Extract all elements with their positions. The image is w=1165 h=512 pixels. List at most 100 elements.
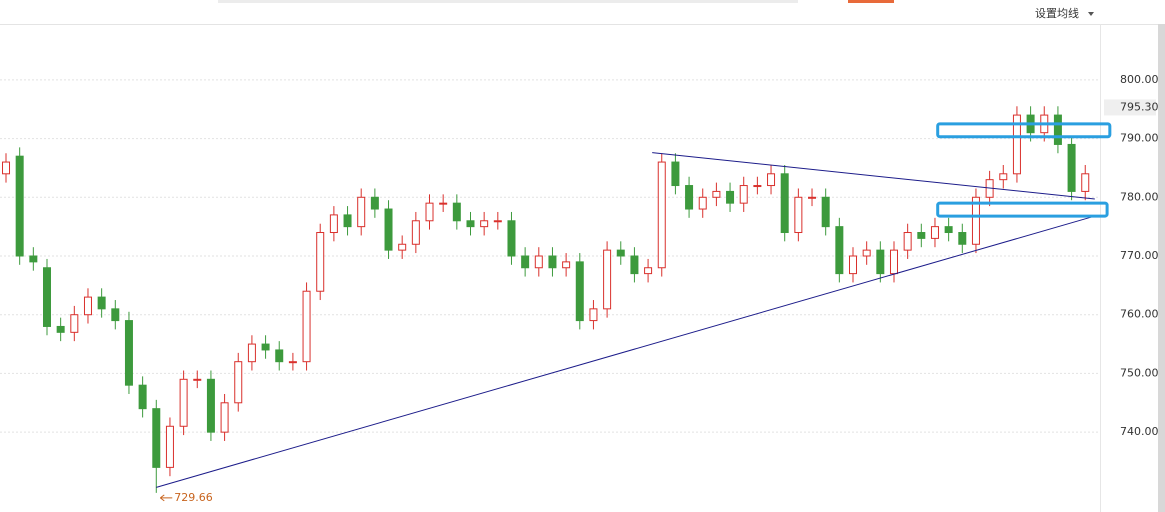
candle-body bbox=[726, 190, 735, 204]
candle-body bbox=[247, 343, 256, 363]
candle-body bbox=[849, 255, 858, 275]
candle-body bbox=[70, 314, 79, 333]
candle-body bbox=[384, 208, 393, 251]
candle-body bbox=[712, 190, 721, 198]
candle-body bbox=[83, 296, 92, 316]
candle-body bbox=[398, 243, 407, 251]
candle-body bbox=[889, 249, 898, 275]
y-tick-label: 740.00 bbox=[1120, 425, 1159, 438]
candle-body bbox=[739, 185, 748, 204]
candle-body bbox=[1053, 114, 1062, 145]
candle-body bbox=[958, 232, 967, 245]
candle-body bbox=[343, 214, 352, 228]
top-tab bbox=[218, 0, 798, 3]
candle-body bbox=[603, 249, 612, 310]
candle-body bbox=[411, 220, 420, 245]
candle-body bbox=[521, 255, 530, 269]
scrollbar bbox=[1158, 24, 1165, 512]
low-arrow bbox=[159, 494, 173, 502]
top-tab-active bbox=[848, 0, 894, 3]
candle-body bbox=[152, 408, 161, 468]
candle-body bbox=[370, 196, 379, 210]
y-tick-label: 780.00 bbox=[1120, 190, 1159, 203]
candle-body bbox=[124, 320, 133, 386]
candle-body bbox=[493, 220, 502, 223]
candle-body bbox=[575, 261, 584, 322]
candle-body bbox=[261, 343, 270, 351]
candle-body bbox=[165, 425, 174, 468]
candle-body bbox=[97, 296, 106, 310]
candle-body bbox=[903, 232, 912, 251]
last-price-bg bbox=[1104, 99, 1156, 116]
candle-body bbox=[780, 173, 789, 234]
candle-body bbox=[562, 261, 571, 269]
candle-body bbox=[794, 196, 803, 234]
candle-body bbox=[329, 214, 338, 234]
candle-body bbox=[644, 267, 653, 275]
candle-body bbox=[767, 173, 776, 187]
candle-body bbox=[821, 196, 830, 228]
candle-body bbox=[876, 249, 885, 275]
candle-body bbox=[288, 361, 297, 364]
candle-body bbox=[1012, 114, 1021, 175]
candle-body bbox=[452, 202, 461, 222]
candle-body bbox=[808, 196, 817, 199]
candle-body bbox=[548, 255, 557, 269]
candle-body bbox=[930, 226, 939, 239]
candle-body bbox=[275, 349, 284, 363]
low-label: 729.66 bbox=[174, 491, 213, 504]
candle-body bbox=[835, 226, 844, 275]
candle-body bbox=[616, 249, 625, 257]
candle-body bbox=[138, 384, 147, 410]
trend-line bbox=[652, 152, 1095, 200]
candle-body bbox=[220, 402, 229, 433]
y-tick-label: 790.00 bbox=[1120, 132, 1159, 145]
candle-body bbox=[862, 249, 871, 257]
candle-body bbox=[179, 378, 188, 427]
y-tick-label: 800.00 bbox=[1120, 73, 1159, 86]
candle-body bbox=[589, 308, 598, 322]
candle-body bbox=[971, 196, 980, 245]
candle-body bbox=[698, 196, 707, 210]
candle-body bbox=[466, 220, 475, 228]
candle-body bbox=[534, 255, 543, 269]
y-tick-label: 760.00 bbox=[1120, 308, 1159, 321]
highlight-box bbox=[936, 201, 1109, 218]
last-price-label: 795.30 bbox=[1120, 100, 1159, 113]
candle-body bbox=[507, 220, 516, 257]
candle-body bbox=[944, 226, 953, 234]
candle-body bbox=[2, 161, 11, 175]
candle-body bbox=[630, 255, 639, 275]
candle-body bbox=[56, 325, 65, 333]
candle-body bbox=[316, 232, 325, 292]
ma-button[interactable]: 设置均线 bbox=[1035, 6, 1079, 20]
candle-body bbox=[685, 185, 694, 210]
candle-body bbox=[206, 378, 215, 433]
candle-body bbox=[439, 202, 448, 205]
candle-body bbox=[753, 185, 762, 188]
trend-line bbox=[156, 215, 1095, 488]
candle-body bbox=[671, 161, 680, 187]
candle-body bbox=[111, 308, 120, 322]
candle-body bbox=[29, 255, 38, 263]
candle-body bbox=[1067, 143, 1076, 192]
candle-body bbox=[480, 220, 489, 228]
candle-body bbox=[1081, 173, 1090, 192]
candle-body bbox=[15, 155, 24, 257]
dropdown-arrow[interactable] bbox=[1088, 12, 1094, 16]
highlight-box bbox=[936, 122, 1112, 139]
candle-body bbox=[425, 202, 434, 222]
candle-body bbox=[917, 232, 926, 239]
candle-body bbox=[302, 290, 311, 363]
y-tick-label: 750.00 bbox=[1120, 366, 1159, 379]
candle-body bbox=[999, 173, 1008, 181]
y-tick-label: 770.00 bbox=[1120, 249, 1159, 262]
candle-body bbox=[234, 361, 243, 404]
candle-body bbox=[357, 196, 366, 228]
candle-body bbox=[193, 378, 202, 381]
candle-body bbox=[42, 267, 51, 327]
candle-body bbox=[657, 161, 666, 269]
